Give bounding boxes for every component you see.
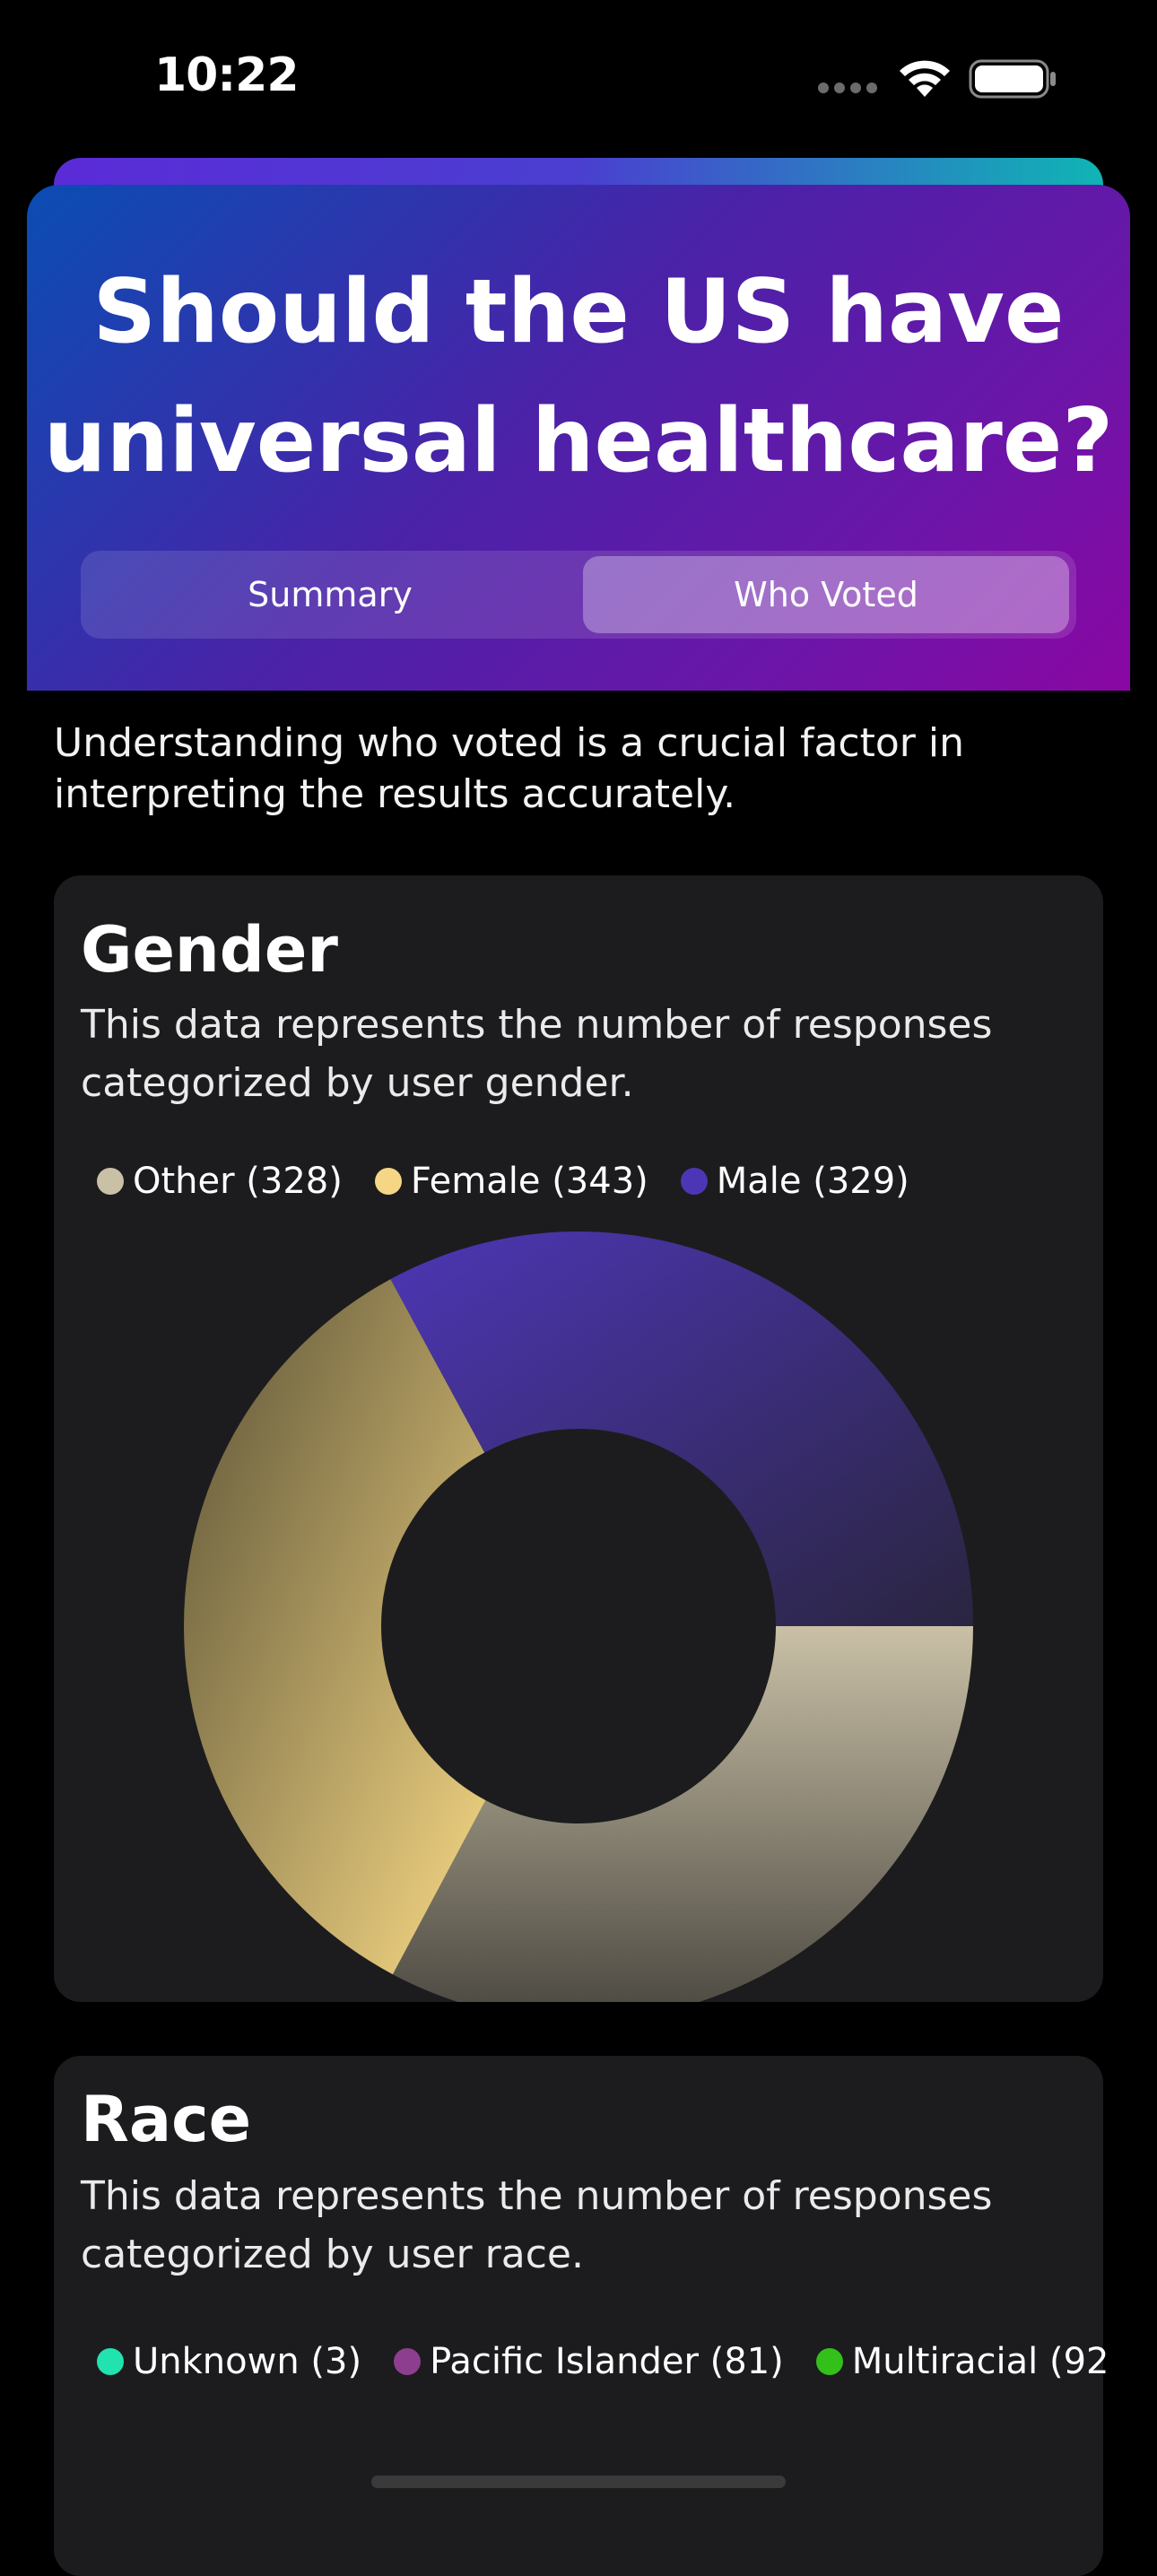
status-time: 10:22	[154, 48, 300, 102]
battery-icon	[969, 59, 1056, 99]
intro-text: Understanding who voted is a crucial fac…	[54, 720, 964, 817]
wifi-icon	[900, 60, 950, 97]
gender-card: Gender This data represents the number o…	[54, 875, 1103, 2002]
legend-dot-unknown	[97, 2348, 124, 2375]
legend-dot-female	[374, 1168, 402, 1195]
legend-dot-pacific-islander	[394, 2348, 422, 2375]
legend-dot-male	[680, 1168, 708, 1195]
gender-legend: Other (328) Female (343) Male (329)	[97, 1161, 909, 1202]
legend-item-unknown: Unknown (3)	[97, 2341, 361, 2382]
race-card: Race This data represents the number of …	[54, 2056, 1109, 2576]
legend-item-multiracial: Multiracial (92	[815, 2341, 1109, 2382]
tab-who-voted[interactable]: Who Voted	[583, 556, 1069, 633]
legend-label-female: Female (343)	[410, 1161, 648, 1202]
legend-label-unknown: Unknown (3)	[133, 2341, 362, 2382]
legend-item-pacific-islander: Pacific Islander (81)	[394, 2341, 784, 2382]
legend-label-other: Other (328)	[133, 1161, 343, 1202]
poll-header-card: Should the US have universal healthcare?…	[27, 185, 1130, 691]
legend-item-male: Male (329)	[680, 1161, 909, 1202]
slice-other	[392, 1626, 973, 2002]
legend-label-multiracial: Multiracial (92	[851, 2341, 1109, 2382]
poll-title: Should the US have universal healthcare?	[43, 261, 1114, 492]
slice-female	[184, 1279, 486, 1975]
gender-donut-chart	[184, 1231, 973, 2002]
home-indicator	[371, 2476, 786, 2488]
slice-male	[390, 1231, 973, 1626]
cellular-signal-icon	[818, 83, 881, 95]
race-legend: Unknown (3) Pacific Islander (81) Multir…	[97, 2341, 1109, 2382]
race-description: This data represents the number of respo…	[81, 2173, 993, 2277]
legend-dot-multiracial	[815, 2348, 843, 2375]
legend-item-other: Other (328)	[97, 1161, 343, 1202]
gender-description: This data represents the number of respo…	[81, 1002, 993, 1106]
race-title: Race	[81, 2083, 252, 2156]
view-segmented-control[interactable]: Summary Who Voted	[81, 551, 1076, 639]
gender-title: Gender	[81, 913, 338, 987]
legend-dot-other	[97, 1168, 124, 1195]
tab-summary[interactable]: Summary	[248, 575, 413, 614]
legend-label-male: Male (329)	[716, 1161, 909, 1202]
legend-item-female: Female (343)	[374, 1161, 648, 1202]
legend-label-pacific-islander: Pacific Islander (81)	[430, 2341, 784, 2382]
